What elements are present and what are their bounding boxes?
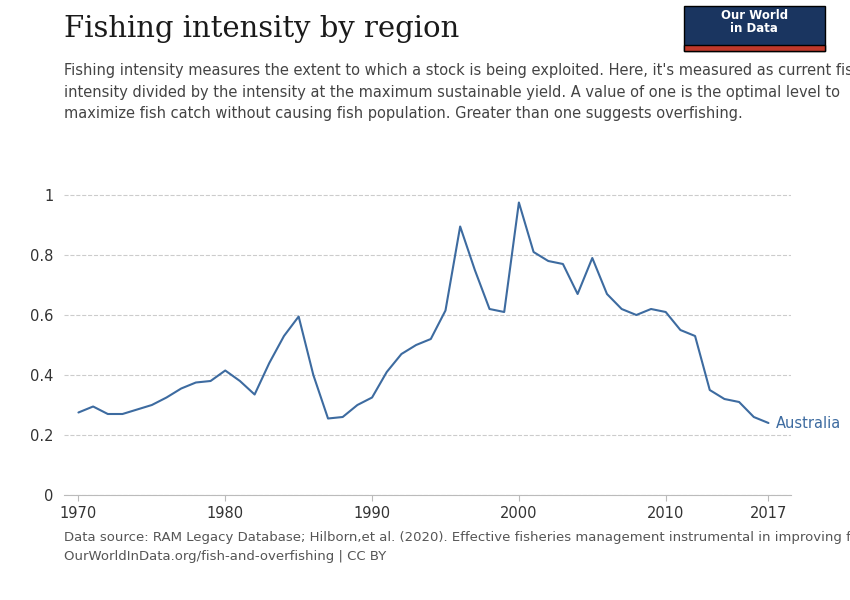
- Text: OurWorldInData.org/fish-and-overfishing | CC BY: OurWorldInData.org/fish-and-overfishing …: [64, 550, 386, 563]
- Text: Fishing intensity by region: Fishing intensity by region: [64, 15, 459, 43]
- Text: Data source: RAM Legacy Database; Hilborn,et al. (2020). Effective fisheries man: Data source: RAM Legacy Database; Hilbor…: [64, 531, 850, 544]
- Text: Fishing intensity measures the extent to which a stock is being exploited. Here,: Fishing intensity measures the extent to…: [64, 63, 850, 121]
- Text: Our World: Our World: [721, 10, 788, 22]
- Text: Australia: Australia: [776, 415, 841, 431]
- Text: in Data: in Data: [730, 22, 779, 35]
